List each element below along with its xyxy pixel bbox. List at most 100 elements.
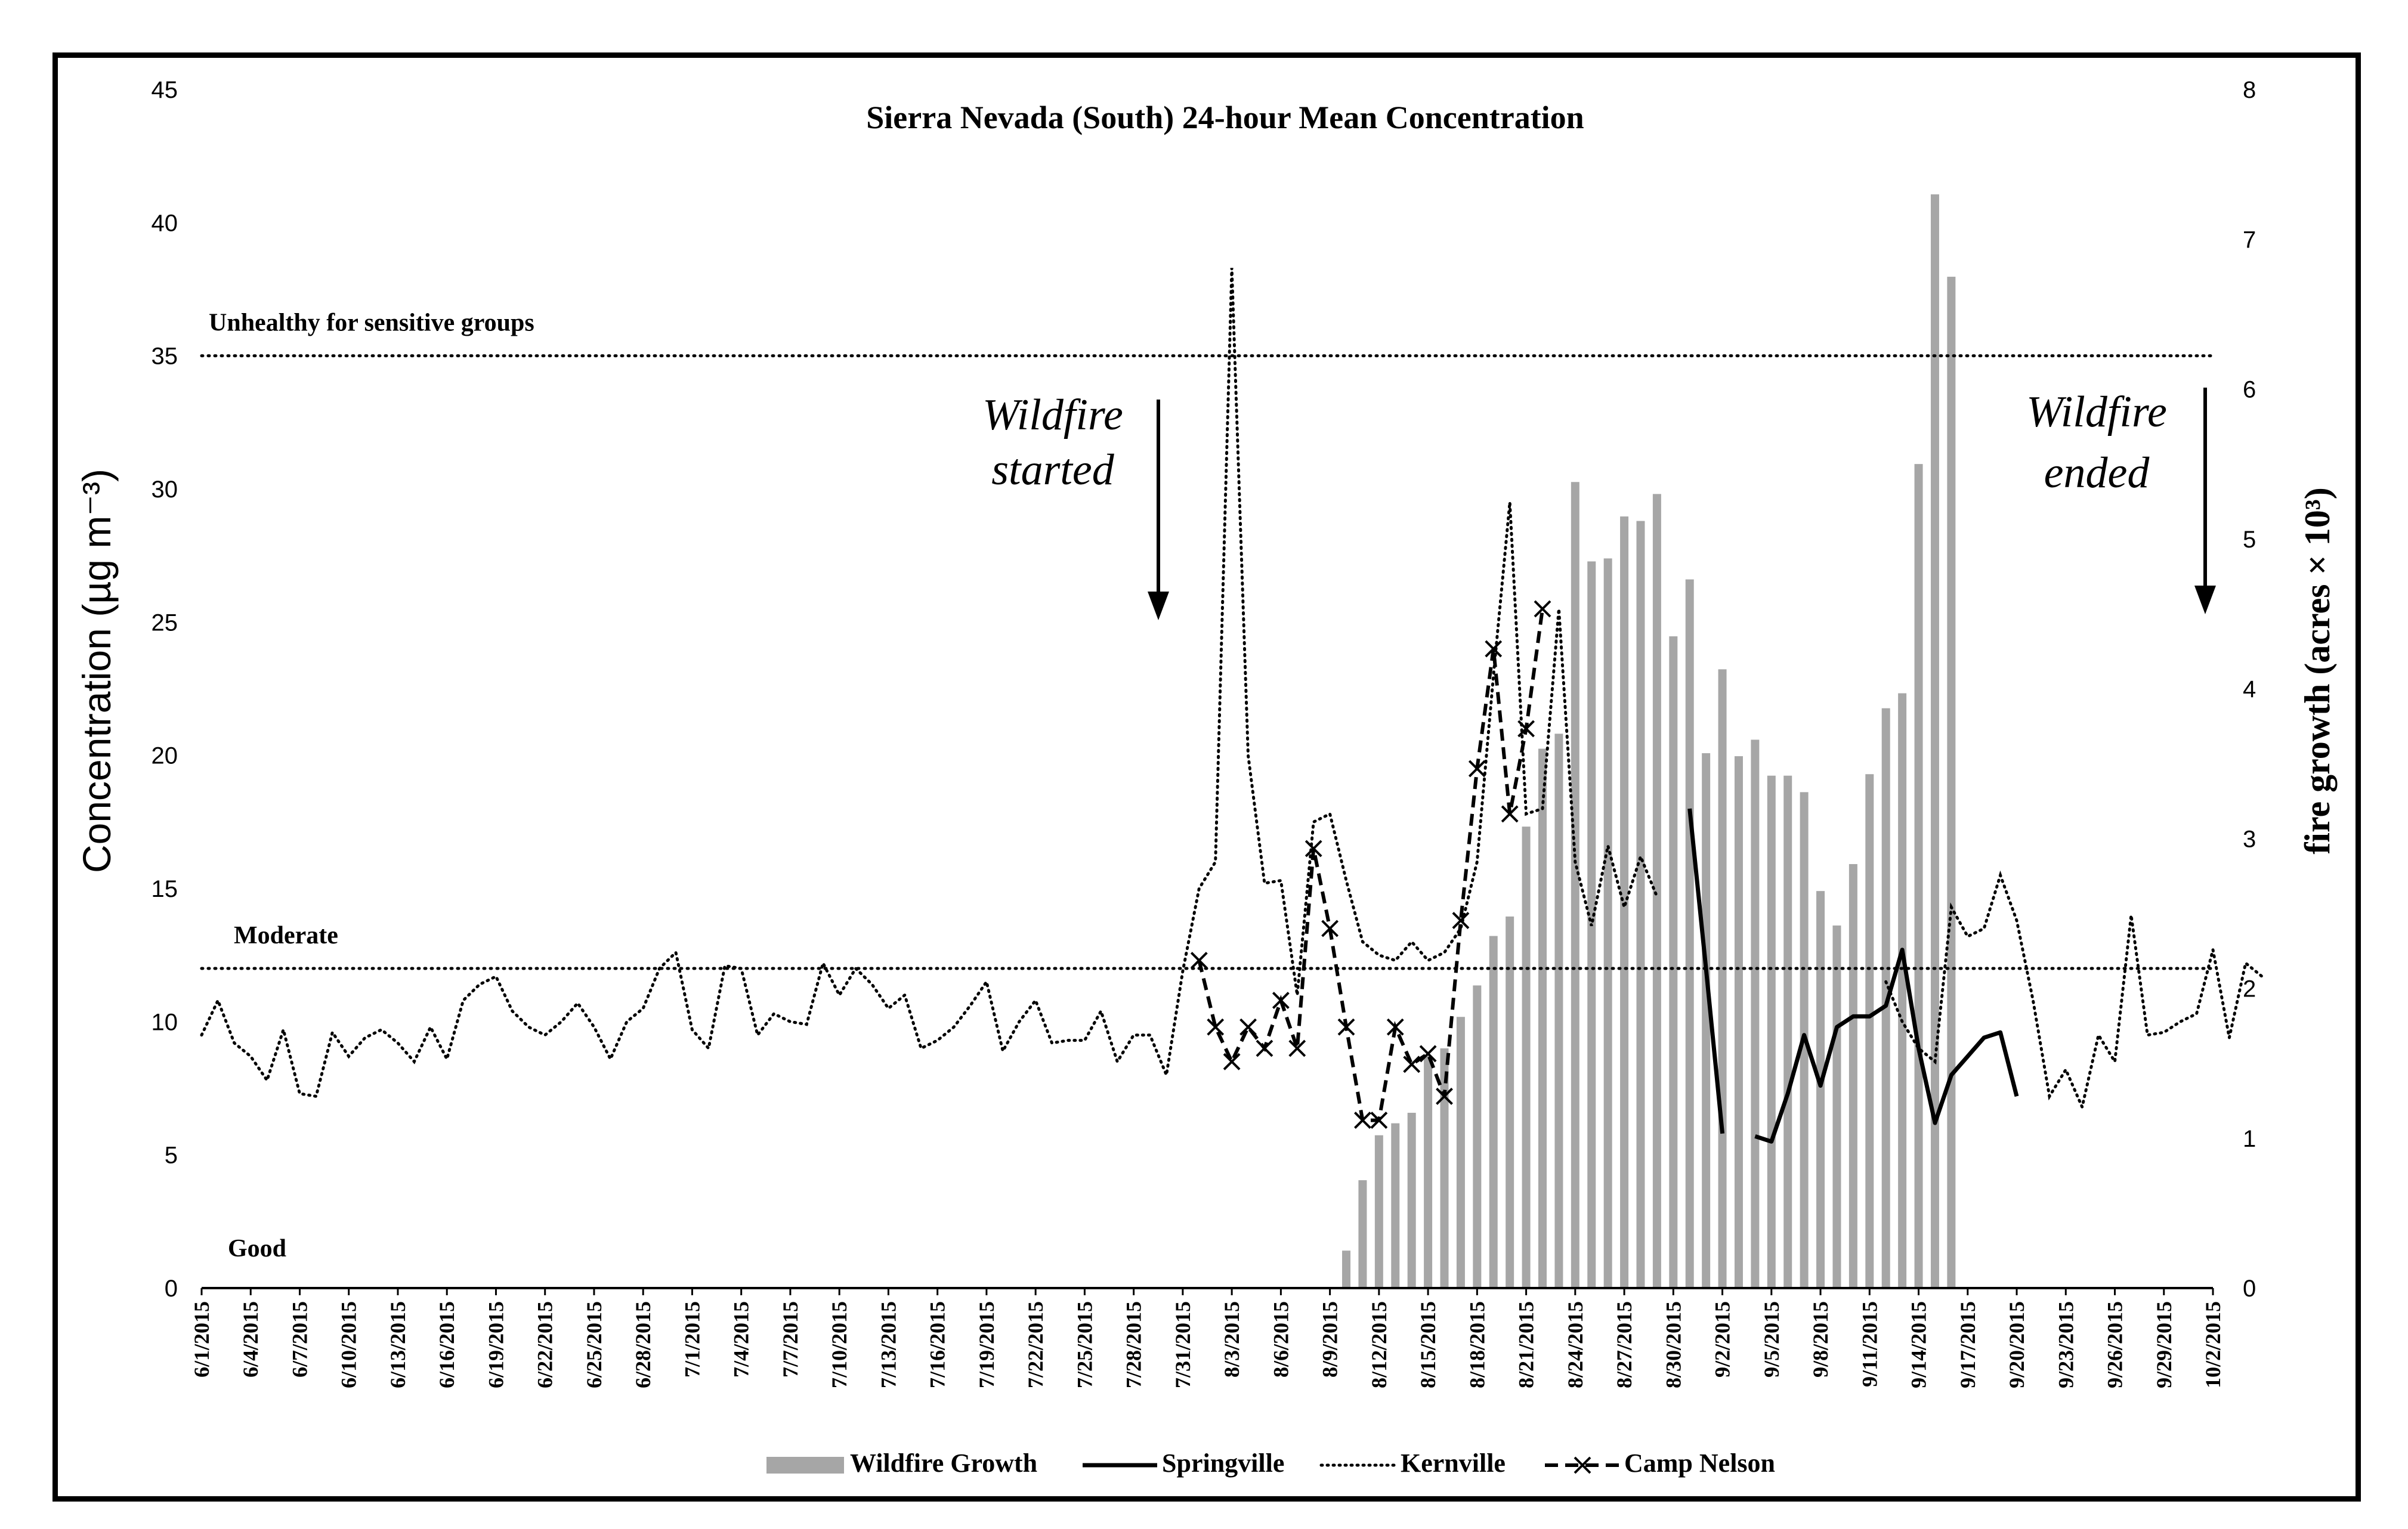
y2-tick-label: 0 xyxy=(2243,1276,2256,1302)
camp-nelson-marker xyxy=(1337,1018,1355,1036)
x-tick-label: 8/18/2015 xyxy=(1465,1301,1489,1388)
threshold-label-moderate: Moderate xyxy=(234,922,338,949)
y2-axis-label: fire growth (acres × 10³) xyxy=(2298,487,2337,854)
wildfire-growth-bar xyxy=(1702,753,1711,1288)
x-tick-label: 7/7/2015 xyxy=(778,1301,802,1378)
legend-label-springville: Springville xyxy=(1162,1448,1284,1478)
y-tick-label: 35 xyxy=(152,343,178,370)
y2-tick-label: 8 xyxy=(2243,77,2256,103)
wildfire-growth-bar xyxy=(1685,579,1694,1288)
wildfire-growth-bar xyxy=(1930,194,1939,1288)
wildfire-growth-bar xyxy=(1947,277,1956,1288)
y-tick-label: 0 xyxy=(165,1276,178,1302)
y-tick-label: 20 xyxy=(152,743,178,769)
wildfire-ended-arrow xyxy=(2194,388,2216,614)
y-tick-label: 5 xyxy=(165,1143,178,1169)
camp-nelson-marker xyxy=(1321,920,1339,937)
wildfire-growth-bar xyxy=(1603,558,1612,1288)
camp-nelson-marker xyxy=(1517,720,1535,738)
camp-nelson-marker xyxy=(1370,1112,1388,1129)
end-annotation-line2: ended xyxy=(2044,448,2150,497)
x-tick-label: 6/22/2015 xyxy=(533,1301,557,1388)
wildfire-growth-bar xyxy=(1865,774,1874,1288)
x-tick-label: 8/27/2015 xyxy=(1612,1301,1636,1388)
wildfire-growth-bar xyxy=(1374,1135,1383,1288)
legend-swatch-wildfire-growth xyxy=(766,1457,844,1474)
x-tick-label: 6/16/2015 xyxy=(435,1301,459,1388)
legend-label-kernville: Kernville xyxy=(1401,1448,1506,1478)
wildfire-growth-bar xyxy=(1669,636,1678,1288)
wildfire-growth-bar xyxy=(1881,708,1890,1288)
series-line-camp-nelson xyxy=(1197,608,1544,1122)
camp-nelson-marker xyxy=(1485,640,1503,658)
wildfire-growth-bar xyxy=(1571,482,1579,1288)
x-tick-label: 8/24/2015 xyxy=(1563,1301,1587,1388)
y-tick-label: 15 xyxy=(152,876,178,902)
x-tick-label: 8/30/2015 xyxy=(1661,1301,1685,1388)
camp-nelson-marker xyxy=(1354,1112,1371,1129)
y-tick-label: 10 xyxy=(152,1009,178,1035)
x-tick-label: 9/2/2015 xyxy=(1711,1301,1735,1378)
camp-nelson-marker xyxy=(1190,952,1208,970)
y-tick-label: 30 xyxy=(152,476,178,503)
x-tick-label: 9/29/2015 xyxy=(2152,1301,2176,1388)
threshold-lines: Unhealthy for sensitive groups Moderate Go… xyxy=(200,309,2215,1262)
x-tick-label: 7/22/2015 xyxy=(1024,1301,1047,1388)
camp-nelson-marker xyxy=(1288,1039,1306,1057)
camp-nelson-marker xyxy=(1305,840,1322,858)
y-tick-label: 40 xyxy=(152,210,178,236)
x-tick-label: 7/25/2015 xyxy=(1072,1301,1096,1388)
y2-tick-label: 3 xyxy=(2243,826,2256,852)
start-annotation-line1: Wildfire xyxy=(982,391,1123,439)
x-tick-label: 7/1/2015 xyxy=(680,1301,704,1378)
wildfire-growth-bar xyxy=(1898,693,1907,1288)
camp-nelson-marker xyxy=(1272,992,1290,1010)
y2-tick-label: 5 xyxy=(2243,527,2256,553)
wildfire-growth-bar xyxy=(1342,1251,1351,1288)
y2-tick-label: 7 xyxy=(2243,227,2256,253)
wildfire-growth-bar xyxy=(1489,936,1498,1288)
wildfire-growth-bar xyxy=(1832,925,1841,1288)
x-tick-label: 9/20/2015 xyxy=(2005,1301,2029,1388)
camp-nelson-marker xyxy=(1468,760,1486,778)
legend-label-camp-nelson: Camp Nelson xyxy=(1624,1448,1775,1478)
series-line-springville xyxy=(1687,808,2019,1144)
legend-marker-camp-nelson xyxy=(1574,1456,1591,1474)
camp-nelson-marker xyxy=(1223,1053,1241,1070)
wildfire-growth-bar xyxy=(1358,1180,1367,1288)
x-tick-label: 6/28/2015 xyxy=(631,1301,655,1388)
x-tick-label: 6/7/2015 xyxy=(288,1301,312,1378)
wildfire-growth-bar xyxy=(1816,891,1825,1288)
y2-tick-label: 4 xyxy=(2243,676,2256,702)
band-label-good: Good xyxy=(228,1235,286,1262)
x-tick-label: 9/26/2015 xyxy=(2103,1301,2127,1388)
end-annotation-line1: Wildfire xyxy=(2026,388,2167,437)
x-tick-label: 7/31/2015 xyxy=(1171,1301,1195,1388)
camp-nelson-marker xyxy=(1419,1045,1437,1063)
wildfire-growth-bar xyxy=(1767,775,1776,1288)
x-tick-label: 6/10/2015 xyxy=(337,1301,361,1388)
y2-tick-label: 1 xyxy=(2243,1126,2256,1152)
wildfire-growth-bar xyxy=(1554,733,1563,1288)
chart-title: Sierra Nevada (South) 24-hour Mean Conce… xyxy=(866,100,1584,135)
x-tick-label: 8/12/2015 xyxy=(1367,1301,1391,1388)
wildfire-growth-bars xyxy=(1342,194,1956,1288)
x-tick-label: 8/15/2015 xyxy=(1416,1301,1440,1388)
wildfire-growth-bar xyxy=(1440,1048,1449,1288)
x-tick-label: 7/10/2015 xyxy=(827,1301,851,1388)
camp-nelson-marker xyxy=(1534,600,1551,618)
y-axis-label: Concentration (µg m⁻³) xyxy=(75,469,119,873)
threshold-label-unhealthy-for-sensitive-groups: Unhealthy for sensitive groups xyxy=(209,309,534,337)
x-tick-label: 7/16/2015 xyxy=(926,1301,950,1388)
camp-nelson-marker xyxy=(1452,912,1470,930)
camp-nelson-marker xyxy=(1239,1018,1257,1036)
x-tick-label: 9/17/2015 xyxy=(1956,1301,1980,1388)
wildfire-growth-bar xyxy=(1473,985,1482,1288)
x-tick-label: 9/8/2015 xyxy=(1809,1301,1832,1378)
camp-nelson-markers xyxy=(1190,600,1551,1129)
y-tick-label: 45 xyxy=(152,77,178,103)
x-tick-label: 10/2/2015 xyxy=(2201,1301,2225,1388)
x-tick-label: 7/4/2015 xyxy=(729,1301,753,1378)
wildfire-growth-bar xyxy=(1914,464,1923,1288)
